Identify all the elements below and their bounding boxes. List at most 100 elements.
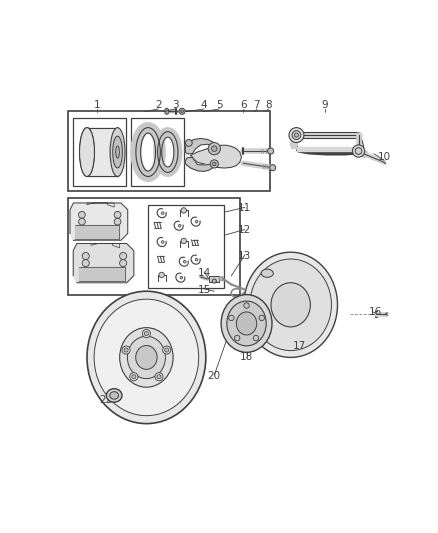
Circle shape [162,346,171,354]
Circle shape [179,108,185,115]
Polygon shape [291,133,297,149]
Text: 11: 11 [238,203,251,213]
Circle shape [268,148,274,154]
Bar [68,198,240,295]
Bar [375,311,377,317]
Circle shape [155,373,163,381]
Circle shape [122,346,130,354]
Circle shape [234,335,240,341]
Circle shape [132,375,136,379]
Circle shape [212,279,216,283]
Circle shape [184,260,186,263]
Bar [68,111,270,191]
Bar [131,118,184,186]
Circle shape [212,162,216,166]
Circle shape [253,335,258,341]
Ellipse shape [244,252,338,358]
Bar [74,118,126,186]
Ellipse shape [261,269,273,277]
Text: 7: 7 [254,100,260,110]
Circle shape [270,165,276,171]
Circle shape [157,375,161,379]
Bar [148,205,224,288]
Text: 15: 15 [198,285,211,295]
Ellipse shape [136,345,157,369]
Circle shape [181,110,184,112]
Circle shape [212,146,217,151]
Circle shape [78,212,85,218]
Circle shape [180,276,183,279]
Circle shape [82,260,89,266]
Circle shape [161,212,164,214]
Circle shape [165,348,169,352]
Ellipse shape [94,299,199,416]
Text: 20: 20 [208,371,221,381]
Text: 9: 9 [321,100,328,110]
Polygon shape [185,157,212,172]
Polygon shape [165,108,169,115]
Polygon shape [73,244,134,282]
Ellipse shape [120,328,173,387]
Circle shape [195,259,198,261]
Text: 18: 18 [240,352,253,362]
Text: 21: 21 [169,395,182,405]
Text: 3: 3 [172,100,179,110]
Text: 12: 12 [238,225,251,235]
Text: 22: 22 [99,395,112,405]
Text: 1: 1 [94,100,100,110]
Circle shape [161,241,164,244]
Polygon shape [375,311,377,317]
Circle shape [210,160,219,168]
Circle shape [145,332,148,336]
Circle shape [259,315,265,321]
Circle shape [292,131,301,140]
Polygon shape [185,139,216,154]
Ellipse shape [250,259,332,351]
Text: 16: 16 [369,306,382,317]
Circle shape [78,218,85,225]
Circle shape [124,348,128,352]
Circle shape [181,208,187,213]
Polygon shape [78,266,125,281]
Ellipse shape [221,295,272,352]
Text: 8: 8 [265,100,272,110]
Bar [209,276,219,282]
Circle shape [355,148,362,155]
Ellipse shape [110,392,119,399]
Text: 4: 4 [201,100,208,110]
Circle shape [208,142,220,155]
Circle shape [244,303,249,308]
Circle shape [178,224,181,227]
Circle shape [142,329,151,338]
Ellipse shape [87,291,206,424]
Circle shape [353,145,365,157]
Circle shape [229,315,234,321]
Ellipse shape [237,312,257,335]
Ellipse shape [271,282,311,327]
Text: 5: 5 [216,100,223,110]
Text: 13: 13 [238,251,251,261]
Ellipse shape [127,336,166,378]
Circle shape [114,218,121,225]
Circle shape [120,253,127,260]
Polygon shape [75,225,119,239]
Text: 6: 6 [240,100,247,110]
Ellipse shape [113,136,122,168]
Ellipse shape [110,127,125,176]
Circle shape [289,127,304,142]
Circle shape [130,373,138,381]
Circle shape [82,253,89,260]
Ellipse shape [227,301,266,346]
Polygon shape [70,203,128,240]
Polygon shape [363,151,367,158]
Circle shape [294,133,298,137]
Ellipse shape [106,389,122,402]
Text: 17: 17 [293,341,306,351]
Circle shape [159,272,164,278]
Ellipse shape [116,146,120,158]
Text: 2: 2 [155,100,162,110]
Ellipse shape [80,127,95,176]
Circle shape [114,212,121,218]
Circle shape [181,238,187,244]
Circle shape [120,260,127,266]
